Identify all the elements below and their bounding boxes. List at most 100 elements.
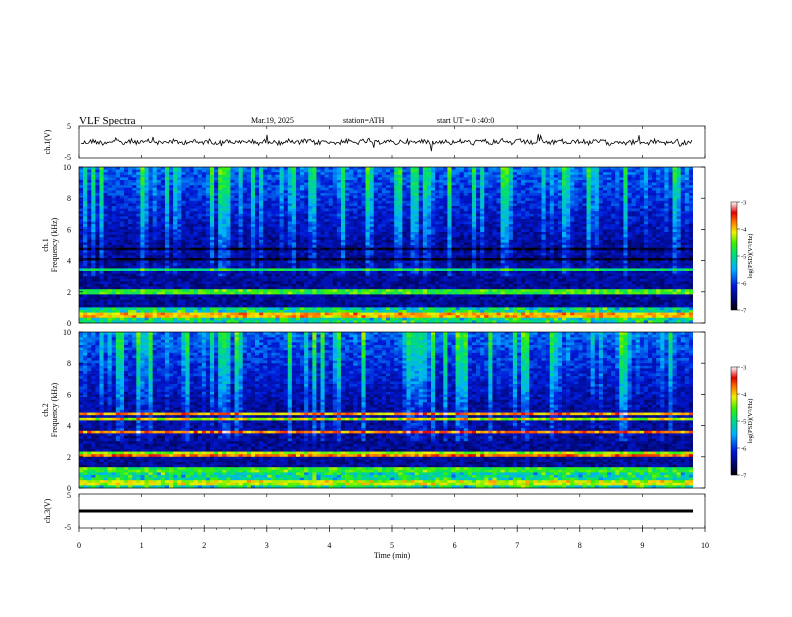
spectrogram-cell	[193, 187, 198, 191]
spectrogram-cell	[177, 219, 182, 222]
spectrogram-cell	[582, 250, 587, 254]
spectrogram-cell	[263, 226, 268, 230]
spectrogram-cell	[119, 245, 125, 248]
spectrogram-cell	[414, 226, 420, 230]
spectrogram-cell	[463, 169, 469, 173]
spectrogram-cell	[619, 247, 624, 251]
spectrogram-cell	[79, 216, 84, 220]
spectrogram-cell	[418, 247, 424, 251]
spectrogram-cell	[410, 229, 415, 233]
spectrogram-cell	[136, 167, 141, 170]
spectrogram-cell	[471, 239, 477, 243]
spectrogram-cell	[336, 237, 342, 241]
spectrogram-cell	[185, 226, 190, 230]
spectrogram-cell	[79, 247, 84, 251]
spectrogram-cell	[439, 177, 444, 181]
spectrogram-cell	[529, 216, 534, 220]
spectrogram-cell	[386, 224, 391, 228]
spectrogram-cell	[496, 187, 501, 191]
spectrogram-cell	[304, 193, 309, 196]
spectrogram-cell	[95, 242, 100, 246]
spectrogram-cell	[451, 185, 456, 189]
spectrogram-cell	[181, 185, 186, 189]
spectrogram-cell	[345, 174, 350, 178]
spectrogram-cell	[533, 206, 538, 209]
spectrogram-cell	[267, 185, 272, 189]
spectrogram-cell	[529, 198, 534, 202]
spectrogram-cell	[488, 239, 493, 243]
spectrogram-cell	[115, 250, 121, 254]
spectrogram-cell	[619, 193, 624, 196]
spectrogram-cell	[578, 203, 583, 207]
spectrogram-cell	[676, 216, 682, 220]
spectrogram-cell	[476, 245, 481, 248]
spectrogram-cell	[635, 250, 641, 254]
spectrogram-cell	[267, 167, 272, 170]
spectrogram-cell	[521, 221, 526, 225]
spectrogram-cell	[267, 213, 272, 217]
spectrogram-cell	[177, 237, 182, 241]
spectrogram-cell	[279, 208, 284, 212]
spectrogram-cell	[545, 169, 551, 173]
spectrogram-cell	[222, 221, 227, 225]
spectrogram-cell	[222, 232, 227, 235]
spectrogram-cell	[357, 177, 362, 181]
spectrogram-cell	[394, 208, 399, 212]
spectrogram-cell	[328, 245, 334, 248]
spectrogram-cell	[160, 213, 166, 217]
spectrogram-cell	[205, 185, 211, 189]
spectrogram-cell	[418, 174, 424, 178]
spectrogram-cell	[361, 187, 366, 191]
spectrogram-cell	[431, 198, 436, 202]
spectrogram-cell	[124, 182, 129, 186]
spectrogram-cell	[631, 213, 636, 217]
spectrogram-cell	[87, 172, 92, 176]
spectrogram-cell	[435, 247, 440, 251]
spectrogram-cell	[304, 198, 309, 202]
spectrogram-cell	[570, 193, 575, 196]
spectrogram-cell	[516, 229, 522, 233]
spectrogram-cell	[115, 224, 121, 228]
spectrogram-cell	[639, 208, 645, 212]
spectrogram-cell	[672, 237, 677, 241]
spectrogram-cell	[607, 193, 612, 196]
spectrogram-cell	[422, 216, 428, 220]
spectrogram-cell	[549, 169, 555, 173]
spectrogram-cell	[680, 182, 686, 186]
spectrogram-cell	[619, 237, 624, 241]
spectrogram-cell	[87, 247, 92, 251]
spectrogram-cell	[541, 250, 546, 254]
spectrogram-cell	[353, 167, 358, 170]
spectrogram-cell	[615, 232, 620, 235]
spectrogram-cell	[557, 239, 563, 243]
spectrogram-cell	[222, 229, 227, 233]
spectrogram-cell	[508, 242, 514, 246]
spectrogram-cell	[340, 247, 346, 251]
spectrogram-cell	[357, 195, 362, 199]
spectrogram-cell	[324, 167, 329, 170]
spectrogram-cell	[226, 208, 231, 212]
spectrogram-cell	[598, 221, 604, 225]
spectrogram-cell	[562, 250, 567, 254]
spectrogram-cell	[492, 185, 497, 189]
spectrogram-cell	[590, 221, 596, 225]
spectrogram-cell	[173, 216, 178, 220]
spectrogram-cell	[218, 250, 223, 254]
spectrogram-cell	[365, 174, 370, 178]
spectrogram-cell	[250, 219, 256, 222]
spectrogram-cell	[103, 180, 108, 183]
spectrogram-cell	[267, 174, 272, 178]
spectrogram-cell	[660, 234, 665, 238]
spectrogram-cell	[197, 200, 203, 204]
spectrogram-cell	[422, 239, 428, 243]
spectrogram-cell	[357, 198, 362, 202]
start-time-label: start UT = 0 :40:0	[437, 116, 494, 125]
spectrogram-cell	[508, 167, 514, 170]
spectrogram-cell	[492, 224, 497, 228]
spectrogram-cell	[639, 213, 645, 217]
spectrogram-cell	[164, 172, 170, 176]
spectrogram-cell	[361, 250, 366, 254]
spectrogram-cell	[680, 221, 686, 225]
spectrogram-cell	[365, 234, 370, 238]
spectrogram-cell	[643, 167, 649, 170]
